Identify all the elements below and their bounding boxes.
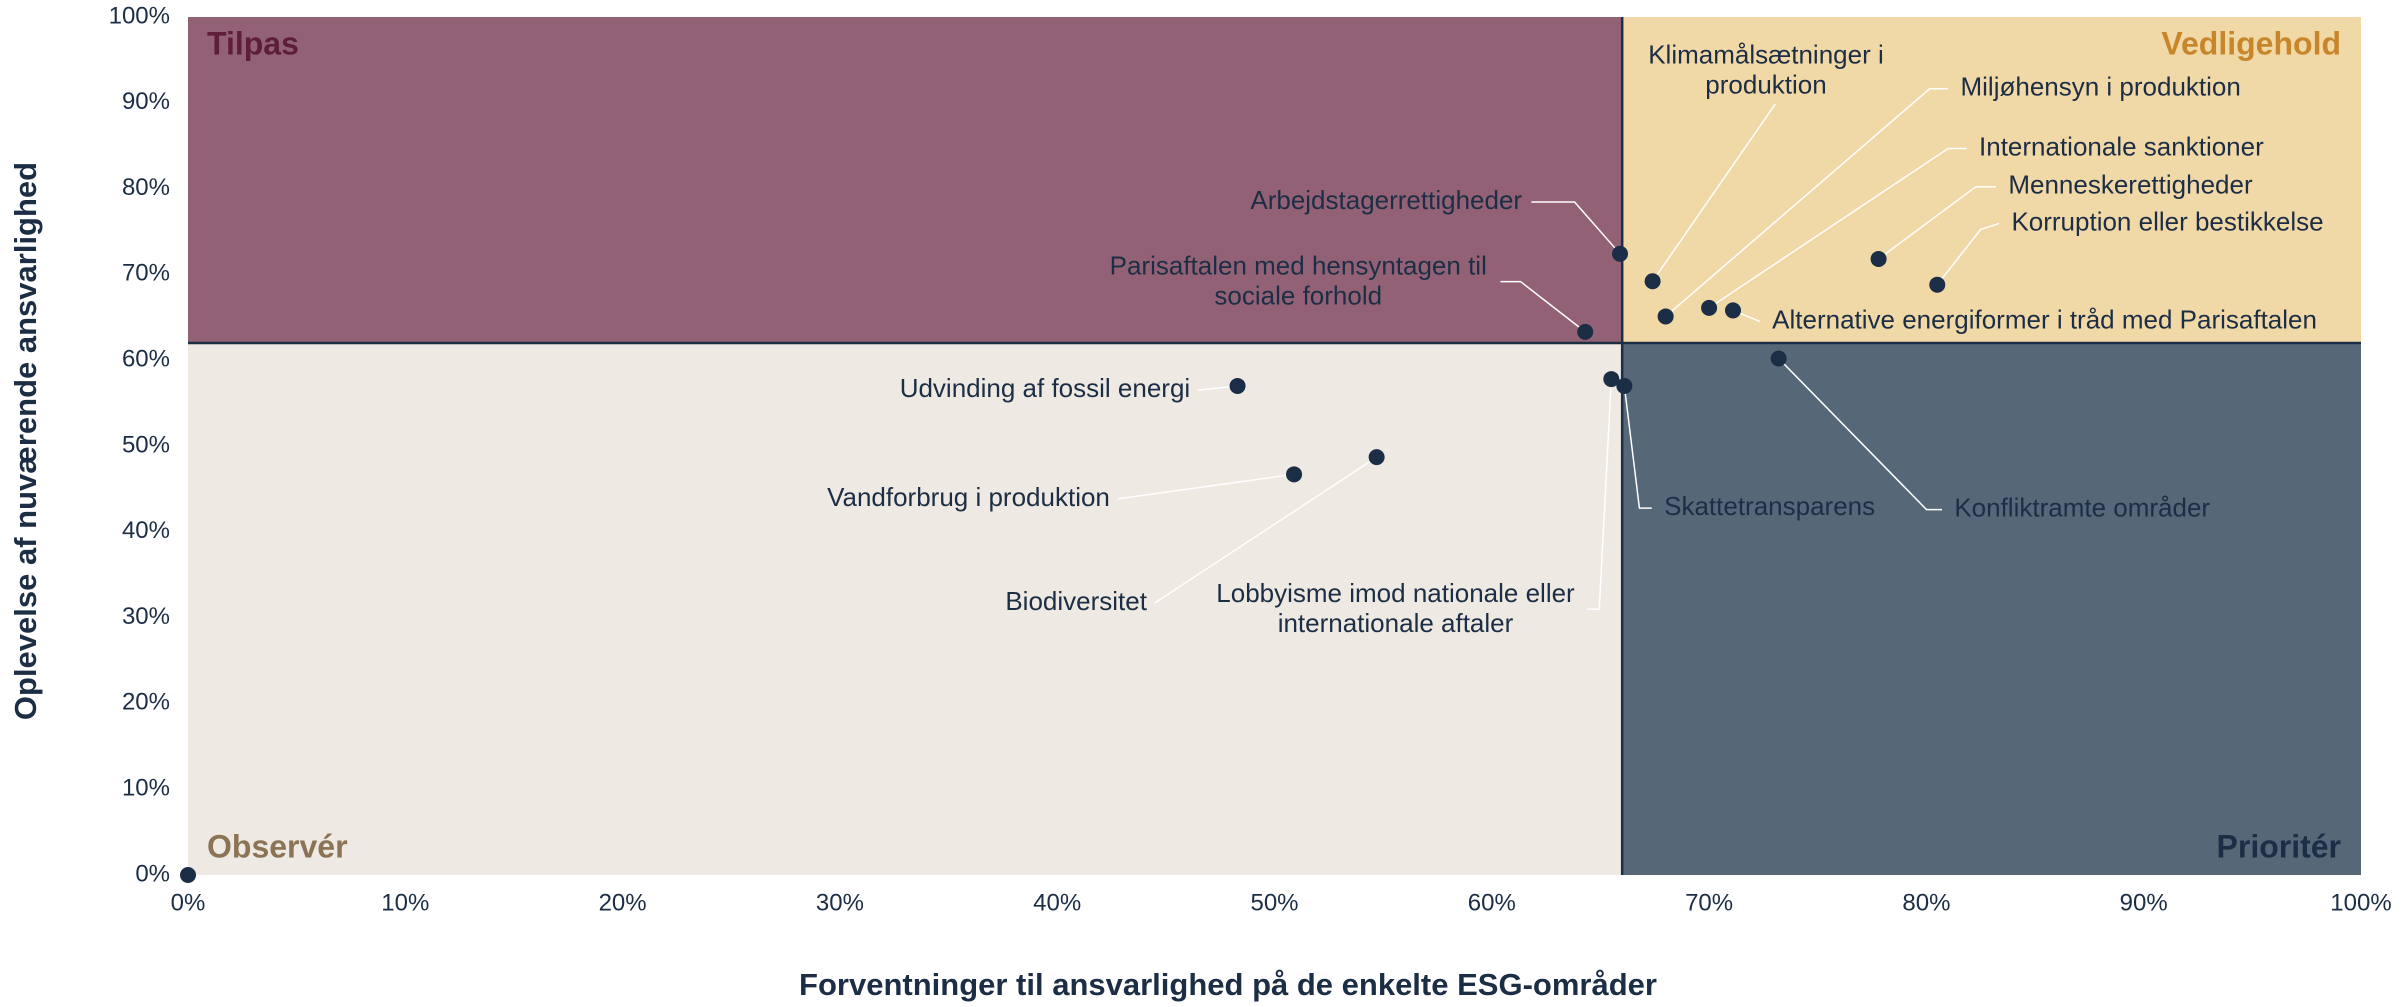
- quadrant-label: Prioritér: [2217, 828, 2341, 864]
- leader-line: [1154, 456, 1378, 604]
- leader-line: [1651, 103, 1776, 282]
- point: [1286, 466, 1303, 483]
- leader-line: [1117, 473, 1295, 500]
- point: [1870, 250, 1887, 267]
- point-label: produktion: [1705, 69, 1826, 99]
- point: [1701, 299, 1718, 316]
- leader-line: [1623, 385, 1652, 509]
- leader-line: [1665, 88, 1949, 318]
- quadrant-label: Tilpas: [207, 25, 299, 61]
- point: [1929, 276, 1946, 293]
- point: [1725, 302, 1742, 319]
- y-tick-label: 60%: [122, 346, 170, 373]
- x-tick-label: 80%: [1902, 889, 1950, 916]
- y-tick-label: 90%: [122, 88, 170, 115]
- y-tick-label: 40%: [122, 517, 170, 544]
- point: [180, 867, 196, 883]
- x-tick-label: 70%: [1685, 889, 1733, 916]
- point: [1612, 245, 1629, 262]
- point-label: Parisaftalen med hensyntagen til: [1110, 251, 1487, 281]
- y-tick-label: 70%: [122, 260, 170, 287]
- quadrant: [1622, 17, 2361, 344]
- point-label: Miljøhensyn i produktion: [1961, 72, 2241, 102]
- y-tick-label: 10%: [122, 775, 170, 802]
- leader-line: [1778, 357, 1942, 511]
- leader-line: [1500, 280, 1586, 333]
- x-tick-label: 20%: [599, 889, 647, 916]
- x-tick-label: 10%: [381, 889, 429, 916]
- point-label: Lobbyisme imod nationale eller: [1216, 578, 1575, 608]
- x-tick-label: 30%: [816, 889, 864, 916]
- leader-line: [1531, 201, 1621, 255]
- point: [1577, 323, 1594, 340]
- point: [1770, 350, 1787, 367]
- point: [1644, 273, 1661, 290]
- y-tick-label: 0%: [135, 860, 170, 887]
- y-tick-label: 30%: [122, 603, 170, 630]
- point-label: Skattetransparens: [1664, 491, 1875, 521]
- point-label: Biodiversitet: [1005, 586, 1147, 616]
- point-label: Korruption eller bestikkelse: [2011, 206, 2323, 236]
- point: [1368, 449, 1385, 466]
- x-tick-label: 100%: [2330, 889, 2391, 916]
- y-axis-title: Oplevelse af nuværende ansvarlighed: [8, 162, 43, 720]
- point: [1657, 308, 1674, 325]
- quadrant-label: Vedligehold: [2161, 25, 2341, 61]
- point-label: Arbejdstagerrettigheder: [1250, 185, 1522, 215]
- point: [1229, 377, 1246, 394]
- point-label: Menneskerettigheder: [2008, 170, 2253, 200]
- leader-line: [1708, 147, 1967, 309]
- leader-line: [1878, 185, 1997, 260]
- point-label: sociale forhold: [1214, 281, 1382, 311]
- y-tick-label: 80%: [122, 174, 170, 201]
- y-tick-label: 50%: [122, 431, 170, 458]
- point-label: Alternative energiformer i tråd med Pari…: [1772, 304, 2317, 334]
- quadrant-label: Observér: [207, 828, 348, 864]
- leader-line: [1936, 222, 2000, 286]
- point-label: Konfliktramte områder: [1954, 492, 2210, 522]
- point-label: Udvinding af fossil energi: [900, 373, 1191, 403]
- quadrant: [188, 343, 1623, 875]
- x-axis-title: Forventninger til ansvarlighed på de enk…: [799, 967, 1657, 1002]
- point: [1616, 377, 1633, 394]
- point-label: Klimamålsætninger i: [1648, 39, 1884, 69]
- y-tick-label: 20%: [122, 689, 170, 716]
- x-tick-label: 0%: [171, 889, 206, 916]
- point-label: internationale aftaler: [1278, 608, 1514, 638]
- x-tick-label: 50%: [1250, 889, 1298, 916]
- x-tick-label: 40%: [1033, 889, 1081, 916]
- point-label: Vandforbrug i produktion: [827, 482, 1110, 512]
- point-label: Internationale sanktioner: [1979, 131, 2264, 161]
- leader-line: [1586, 379, 1613, 610]
- quadrant: [1622, 343, 2361, 875]
- y-tick-label: 100%: [109, 2, 170, 29]
- x-tick-label: 90%: [2120, 889, 2168, 916]
- point: [1603, 371, 1620, 388]
- x-tick-label: 60%: [1468, 889, 1516, 916]
- quadrant: [188, 17, 1623, 344]
